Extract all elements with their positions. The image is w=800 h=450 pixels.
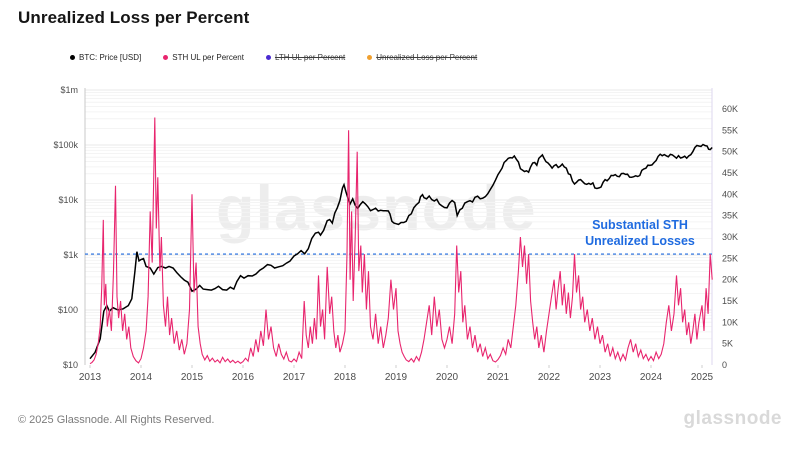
svg-text:$1m: $1m xyxy=(60,85,78,95)
svg-text:40K: 40K xyxy=(722,189,738,199)
annotation-line2: Unrealized Losses xyxy=(585,234,695,248)
svg-text:2022: 2022 xyxy=(538,372,561,383)
legend: BTC: Price [USD] STH UL per Percent LTH … xyxy=(70,53,477,62)
chart-canvas[interactable]: $1m $100k $10k $1k $100 $10 60K 55K 50K 45K 40K 35K… xyxy=(0,0,800,400)
svg-text:20K: 20K xyxy=(722,275,738,285)
svg-text:2015: 2015 xyxy=(181,372,204,383)
svg-text:2020: 2020 xyxy=(436,372,459,383)
svg-text:35K: 35K xyxy=(722,211,738,221)
annotation-line1: Substantial STH xyxy=(592,218,688,232)
svg-text:55K: 55K xyxy=(722,125,738,135)
legend-label-lth-ul: LTH UL per Percent xyxy=(274,53,346,62)
svg-text:25K: 25K xyxy=(722,253,738,263)
svg-text:0: 0 xyxy=(722,360,727,370)
svg-text:2017: 2017 xyxy=(283,372,306,383)
svg-text:$100: $100 xyxy=(58,305,78,315)
svg-text:5K: 5K xyxy=(722,339,733,349)
svg-text:2018: 2018 xyxy=(334,372,357,383)
svg-text:$10k: $10k xyxy=(58,195,78,205)
series-dot-btc-price-icon xyxy=(70,55,75,60)
svg-text:$1k: $1k xyxy=(63,250,78,260)
svg-text:50K: 50K xyxy=(722,147,738,157)
svg-text:15K: 15K xyxy=(722,296,738,306)
svg-text:10K: 10K xyxy=(722,317,738,327)
svg-text:2016: 2016 xyxy=(232,372,255,383)
series-dot-sth-ul-icon xyxy=(163,55,169,60)
svg-text:2013: 2013 xyxy=(79,372,102,383)
legend-item-sth-ul[interactable]: STH UL per Percent xyxy=(163,53,244,62)
svg-text:2019: 2019 xyxy=(385,372,408,383)
svg-text:2014: 2014 xyxy=(130,372,153,383)
svg-text:2023: 2023 xyxy=(589,372,612,383)
brand-wordmark: glassnode xyxy=(683,408,782,429)
svg-text:30K: 30K xyxy=(722,232,738,242)
legend-label-unrealized-loss: Unrealized Loss per Percent xyxy=(376,53,478,62)
svg-text:$10: $10 xyxy=(63,360,78,370)
annotation-substantial-sth-losses: Substantial STH Unrealized Losses xyxy=(552,217,728,249)
svg-text:2021: 2021 xyxy=(487,372,510,383)
legend-item-lth-ul[interactable]: LTH UL per Percent xyxy=(265,53,346,62)
svg-text:2024: 2024 xyxy=(640,372,663,383)
copyright-text: © 2025 Glassnode. All Rights Reserved. xyxy=(18,414,215,426)
svg-text:60K: 60K xyxy=(722,104,738,114)
legend-label-btc-price: BTC: Price [USD] xyxy=(79,53,142,62)
page-title: Unrealized Loss per Percent xyxy=(18,8,250,27)
svg-text:2025: 2025 xyxy=(691,372,714,383)
legend-label-sth-ul: STH UL per Percent xyxy=(172,53,244,62)
legend-item-unrealized-loss[interactable]: Unrealized Loss per Percent xyxy=(367,53,477,62)
svg-text:45K: 45K xyxy=(722,168,738,178)
svg-text:$100k: $100k xyxy=(53,140,78,150)
series-dot-lth-ul-icon xyxy=(265,55,271,60)
legend-item-btc-price[interactable]: BTC: Price [USD] xyxy=(70,53,141,62)
series-dot-unrealized-loss-icon xyxy=(367,55,373,60)
